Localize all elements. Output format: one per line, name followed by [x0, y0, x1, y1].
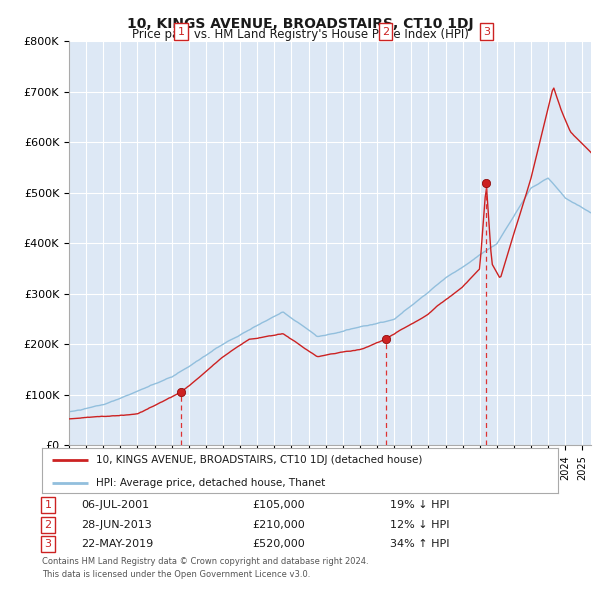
Text: £520,000: £520,000 — [252, 539, 305, 549]
Text: 1: 1 — [178, 27, 185, 37]
Text: 10, KINGS AVENUE, BROADSTAIRS, CT10 1DJ (detached house): 10, KINGS AVENUE, BROADSTAIRS, CT10 1DJ … — [96, 455, 422, 466]
Text: 28-JUN-2013: 28-JUN-2013 — [81, 520, 152, 530]
Text: Price paid vs. HM Land Registry's House Price Index (HPI): Price paid vs. HM Land Registry's House … — [131, 28, 469, 41]
Text: £105,000: £105,000 — [252, 500, 305, 510]
Text: 12% ↓ HPI: 12% ↓ HPI — [390, 520, 449, 530]
Text: HPI: Average price, detached house, Thanet: HPI: Average price, detached house, Than… — [96, 478, 325, 488]
Text: This data is licensed under the Open Government Licence v3.0.: This data is licensed under the Open Gov… — [42, 570, 310, 579]
Text: 22-MAY-2019: 22-MAY-2019 — [81, 539, 153, 549]
Text: 3: 3 — [44, 539, 52, 549]
Text: 19% ↓ HPI: 19% ↓ HPI — [390, 500, 449, 510]
Text: 2: 2 — [382, 27, 389, 37]
Text: 1: 1 — [44, 500, 52, 510]
Text: 34% ↑ HPI: 34% ↑ HPI — [390, 539, 449, 549]
Text: 06-JUL-2001: 06-JUL-2001 — [81, 500, 149, 510]
Text: 3: 3 — [483, 27, 490, 37]
Text: £210,000: £210,000 — [252, 520, 305, 530]
Text: 10, KINGS AVENUE, BROADSTAIRS, CT10 1DJ: 10, KINGS AVENUE, BROADSTAIRS, CT10 1DJ — [127, 17, 473, 31]
Text: Contains HM Land Registry data © Crown copyright and database right 2024.: Contains HM Land Registry data © Crown c… — [42, 557, 368, 566]
Text: 2: 2 — [44, 520, 52, 530]
